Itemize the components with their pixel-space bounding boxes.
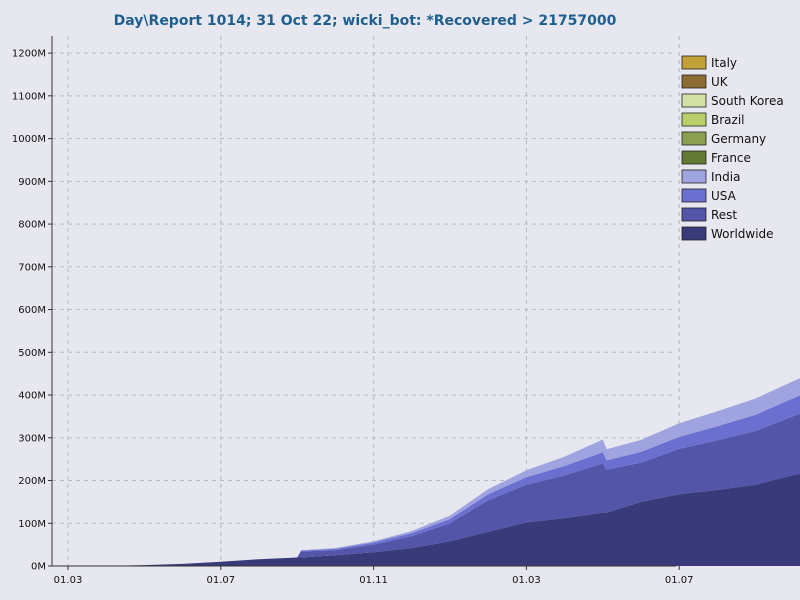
legend-label-rest: Rest bbox=[711, 208, 737, 222]
legend-swatch-south-korea bbox=[681, 93, 707, 108]
legend-swatch-rest bbox=[681, 207, 707, 222]
y-tick-label: 1000M bbox=[12, 134, 46, 145]
legend-label-south-korea: South Korea bbox=[711, 94, 784, 108]
y-tick-label: 700M bbox=[18, 262, 46, 273]
x-tick-label: 01.03 bbox=[512, 575, 541, 586]
legend-swatch-france bbox=[681, 150, 707, 165]
y-tick-label: 600M bbox=[18, 305, 46, 316]
y-tick-label: 100M bbox=[18, 519, 46, 530]
legend-swatch-germany bbox=[681, 131, 707, 146]
y-tick-label: 1100M bbox=[12, 91, 46, 102]
legend-label-brazil: Brazil bbox=[711, 113, 745, 127]
legend-label-italy: Italy bbox=[711, 56, 737, 70]
y-tick-label: 0M bbox=[31, 562, 46, 573]
y-tick-label: 400M bbox=[18, 391, 46, 402]
x-tick-label: 01.07 bbox=[665, 575, 694, 586]
x-tick-label: 01.07 bbox=[206, 575, 235, 586]
y-tick-label: 300M bbox=[18, 433, 46, 444]
legend-swatch-india bbox=[681, 169, 707, 184]
area-rest bbox=[68, 413, 800, 566]
legend-swatch-italy bbox=[681, 55, 707, 70]
area-layer bbox=[68, 378, 800, 566]
x-tick-label: 01.11 bbox=[359, 575, 388, 586]
y-tick-label: 200M bbox=[18, 476, 46, 487]
legend-label-uk: UK bbox=[711, 75, 729, 89]
y-tick-label: 900M bbox=[18, 177, 46, 188]
x-tick-label: 01.03 bbox=[54, 575, 83, 586]
legend-label-france: France bbox=[711, 151, 751, 165]
legend-label-india: India bbox=[711, 170, 740, 184]
y-tick-label: 800M bbox=[18, 220, 46, 231]
legend-swatch-brazil bbox=[681, 112, 707, 127]
legend-swatch-uk bbox=[681, 74, 707, 89]
legend-swatch-worldwide bbox=[681, 226, 707, 241]
y-tick-label: 500M bbox=[18, 348, 46, 359]
axis-layer: 0M 100M 200M 300M 400M 500M 600M 700M 800M 900M 10… bbox=[12, 36, 694, 586]
legend-label-worldwide: Worldwide bbox=[711, 227, 774, 241]
grid-layer bbox=[52, 36, 680, 567]
legend-label-usa: USA bbox=[711, 189, 737, 203]
legend-swatch-usa bbox=[681, 188, 707, 203]
legend-label-germany: Germany bbox=[711, 132, 766, 146]
chart-title: Day\Report 1014; 31 Oct 22; wicki_bot: *… bbox=[114, 13, 617, 29]
area-worldwide bbox=[68, 473, 800, 566]
y-tick-label: 1200M bbox=[12, 49, 46, 60]
legend: Italy UK South Korea Brazil Germany France Ind… bbox=[681, 55, 784, 241]
